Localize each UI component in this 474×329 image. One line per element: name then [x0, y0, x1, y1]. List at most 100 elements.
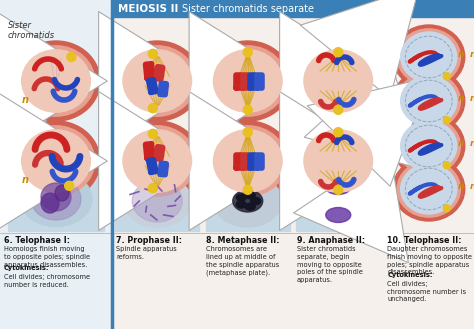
Ellipse shape — [401, 121, 457, 171]
Text: 9. Anaphase II:: 9. Anaphase II: — [297, 236, 365, 245]
Ellipse shape — [204, 41, 292, 121]
Text: 7. Prophase II:: 7. Prophase II: — [116, 236, 182, 245]
Ellipse shape — [17, 126, 95, 196]
Ellipse shape — [233, 190, 263, 212]
Text: n: n — [470, 139, 474, 148]
Ellipse shape — [401, 32, 457, 82]
Polygon shape — [243, 155, 248, 167]
Text: Daughter chromosomes
finish moving to opposite
poles; spindle apparatus
disassem: Daughter chromosomes finish moving to op… — [388, 246, 473, 275]
Text: Chromosomes are
lined up at middle of
the spindle apparatus
(metaphase plate).: Chromosomes are lined up at middle of th… — [207, 246, 280, 276]
Ellipse shape — [118, 126, 196, 196]
Ellipse shape — [204, 121, 292, 201]
Ellipse shape — [245, 203, 255, 210]
Text: n: n — [457, 94, 464, 103]
Ellipse shape — [209, 126, 286, 196]
Circle shape — [243, 48, 252, 57]
Ellipse shape — [118, 46, 196, 116]
Ellipse shape — [393, 114, 465, 178]
Bar — [206, 171, 290, 231]
Circle shape — [148, 104, 157, 113]
Ellipse shape — [393, 157, 465, 221]
Circle shape — [443, 205, 450, 212]
Ellipse shape — [213, 50, 282, 112]
Ellipse shape — [236, 201, 246, 208]
Bar — [0, 0, 112, 329]
Ellipse shape — [20, 171, 92, 226]
Polygon shape — [250, 74, 255, 88]
Circle shape — [243, 128, 252, 137]
Circle shape — [148, 184, 157, 193]
Text: 8. Metaphase II:: 8. Metaphase II: — [207, 236, 280, 245]
Ellipse shape — [397, 73, 460, 129]
Ellipse shape — [326, 208, 351, 222]
Ellipse shape — [251, 197, 261, 205]
Ellipse shape — [113, 121, 201, 201]
Polygon shape — [160, 83, 166, 95]
Ellipse shape — [401, 164, 457, 214]
Circle shape — [67, 53, 76, 62]
Text: Cytokinesis:: Cytokinesis: — [4, 266, 50, 271]
Ellipse shape — [214, 175, 282, 227]
Polygon shape — [146, 64, 153, 78]
Text: n: n — [470, 182, 474, 191]
Ellipse shape — [300, 126, 377, 196]
Text: n: n — [22, 175, 29, 185]
Polygon shape — [149, 160, 156, 172]
Polygon shape — [236, 74, 241, 88]
Ellipse shape — [294, 121, 382, 201]
Circle shape — [243, 105, 252, 114]
Circle shape — [334, 185, 343, 194]
Ellipse shape — [12, 121, 100, 201]
Text: Sister chromatids
separate, begin
moving to opposite
poles of the spindle
appara: Sister chromatids separate, begin moving… — [297, 246, 363, 283]
Circle shape — [64, 181, 73, 190]
Ellipse shape — [393, 69, 465, 133]
Text: n: n — [457, 139, 464, 148]
Ellipse shape — [236, 194, 246, 201]
Text: n: n — [22, 95, 29, 105]
Ellipse shape — [393, 25, 465, 89]
Circle shape — [148, 49, 157, 58]
Polygon shape — [160, 163, 166, 175]
Ellipse shape — [326, 180, 351, 194]
Ellipse shape — [55, 185, 69, 201]
Ellipse shape — [41, 183, 71, 211]
Ellipse shape — [304, 175, 372, 227]
Text: MEIOSIS II: MEIOSIS II — [118, 4, 178, 13]
Ellipse shape — [209, 46, 286, 116]
Bar — [115, 171, 199, 231]
Text: Cytokinesis:: Cytokinesis: — [388, 272, 433, 278]
Bar — [8, 169, 104, 231]
Circle shape — [148, 129, 157, 138]
Circle shape — [243, 185, 252, 194]
Text: Cell divides; chromosome
number is reduced.: Cell divides; chromosome number is reduc… — [4, 274, 90, 288]
Ellipse shape — [213, 130, 282, 192]
Bar — [296, 171, 380, 231]
Ellipse shape — [397, 161, 460, 217]
Ellipse shape — [22, 130, 91, 192]
Ellipse shape — [123, 130, 191, 192]
Ellipse shape — [300, 46, 377, 116]
Polygon shape — [257, 155, 262, 167]
Circle shape — [443, 73, 450, 80]
Ellipse shape — [132, 180, 182, 222]
Ellipse shape — [123, 50, 191, 112]
Polygon shape — [156, 67, 163, 79]
Circle shape — [334, 105, 343, 114]
Bar — [112, 0, 474, 329]
Circle shape — [334, 48, 343, 57]
Text: Homologs finish moving
to opposite poles; spindle
apparatus disassembles.: Homologs finish moving to opposite poles… — [4, 246, 90, 267]
Polygon shape — [257, 74, 262, 88]
Polygon shape — [236, 155, 241, 167]
Ellipse shape — [41, 193, 59, 213]
Ellipse shape — [401, 76, 457, 126]
Ellipse shape — [397, 118, 460, 174]
Ellipse shape — [12, 41, 100, 121]
Text: n: n — [470, 94, 474, 103]
Text: n: n — [470, 50, 474, 59]
Ellipse shape — [31, 178, 81, 220]
Text: Sister chromatids separate: Sister chromatids separate — [182, 4, 314, 13]
Circle shape — [443, 117, 450, 124]
Ellipse shape — [245, 192, 255, 199]
Text: 6. Telophase I:: 6. Telophase I: — [4, 236, 70, 245]
Ellipse shape — [123, 175, 191, 227]
